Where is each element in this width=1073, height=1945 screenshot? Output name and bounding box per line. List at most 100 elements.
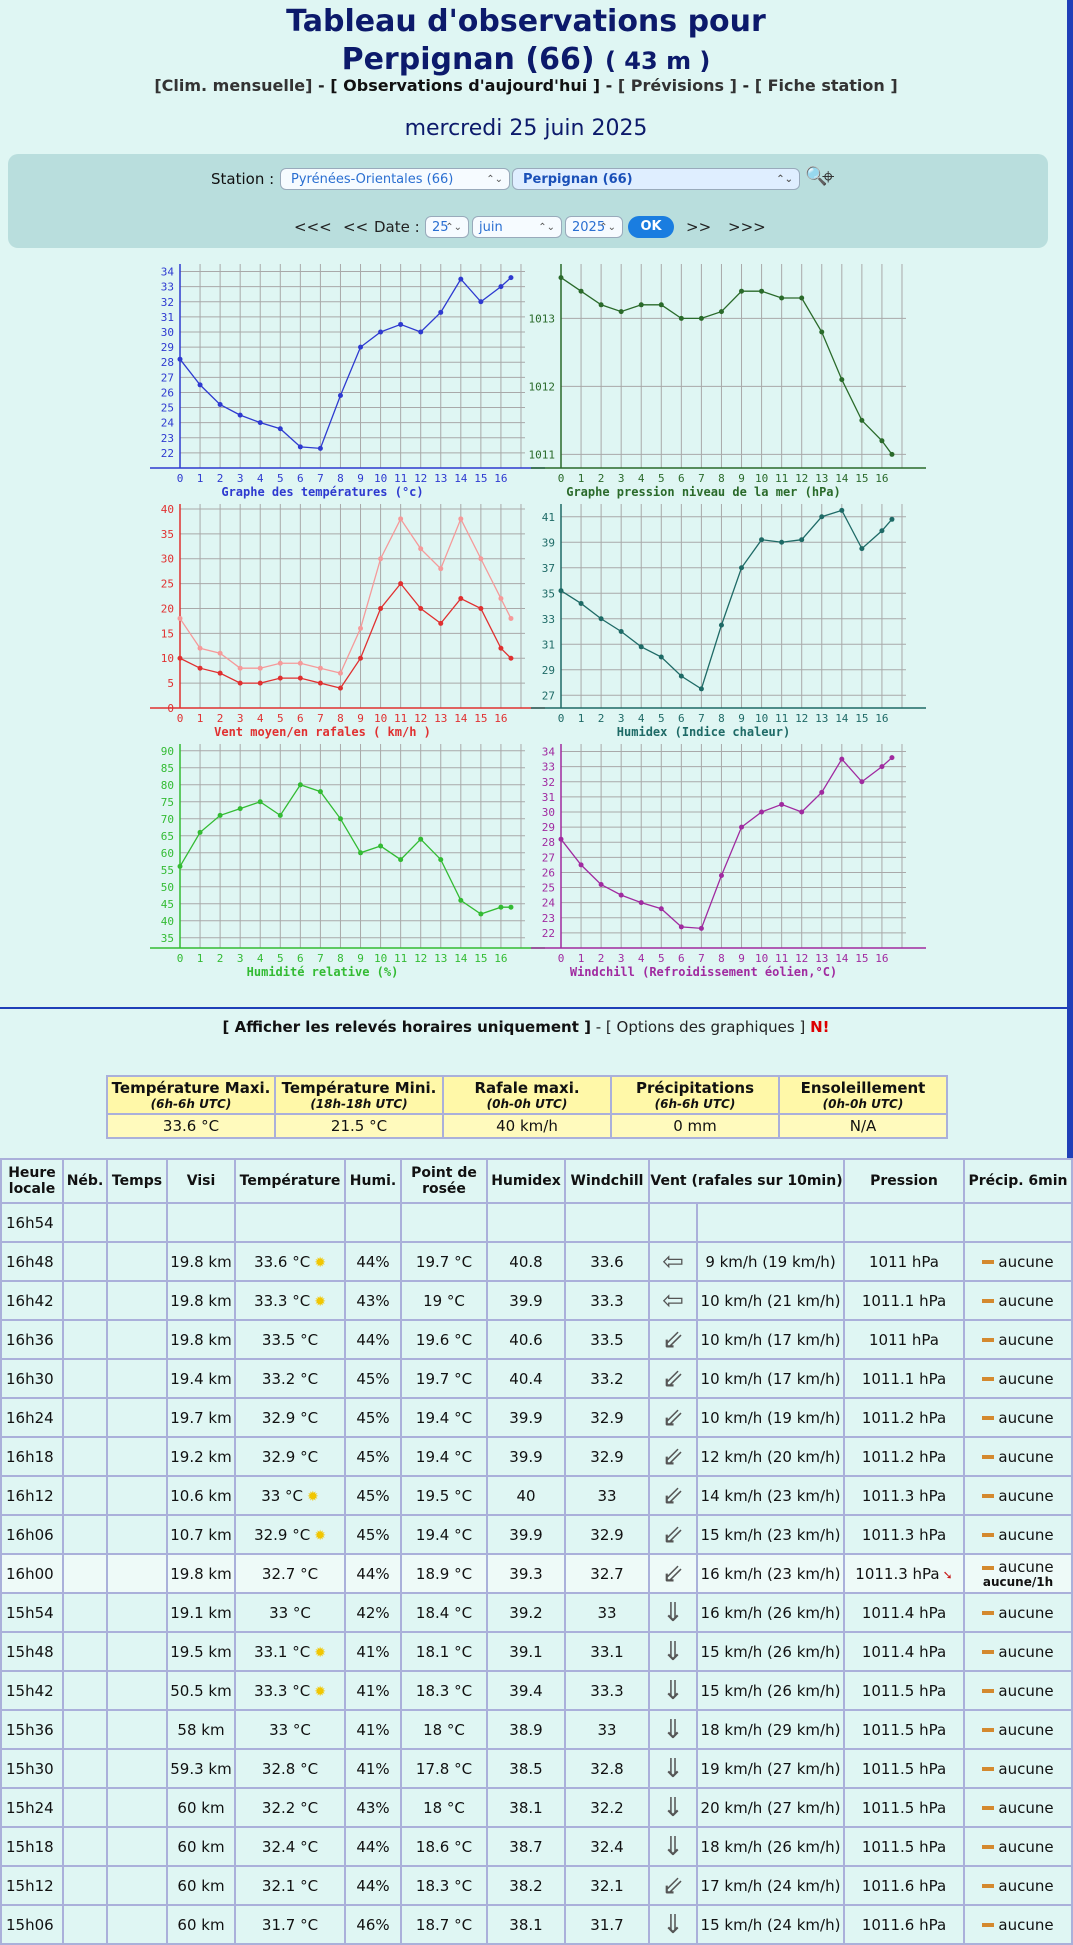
select-chevron-icon: ⌃⌄ xyxy=(776,174,793,185)
data-point xyxy=(578,600,584,606)
cell-humidex: 38.5 xyxy=(486,1748,566,1789)
precip-value: aucune xyxy=(998,1486,1054,1505)
cell-temperature: 33.2 °C xyxy=(234,1358,346,1399)
x-tick-label: 9 xyxy=(738,952,745,965)
data-point xyxy=(378,329,384,335)
no-precip-bar-icon xyxy=(982,1845,995,1849)
cell-pressure xyxy=(843,1202,965,1243)
summary-header-period: (0h-0h UTC) xyxy=(822,1097,904,1111)
link-observations[interactable]: [ Observations d'aujourd'hui ] xyxy=(330,76,601,95)
day-select[interactable]: 25 ⌃⌄ xyxy=(425,216,469,238)
cell-precipitation: aucune xyxy=(963,1397,1073,1438)
x-tick-label: 6 xyxy=(678,472,685,485)
data-point xyxy=(257,799,263,805)
no-precip-bar-icon xyxy=(982,1416,995,1420)
link-hourly-only[interactable]: [ Afficher les relevés horaires uniqueme… xyxy=(222,1018,591,1036)
table-row: 15h12 60 km 32.1 °C 44% 18.3 °C 38.2 32.1 ⇙ 17 k… xyxy=(0,1865,1073,1906)
cell-precipitation: aucune xyxy=(963,1826,1073,1867)
data-point xyxy=(799,295,805,301)
link-clim-mensuelle[interactable]: [Clim. mensuelle] xyxy=(154,76,313,95)
link-previsions[interactable]: [ Prévisions ] xyxy=(617,76,737,95)
cell-weather xyxy=(106,1904,168,1945)
cell-weather xyxy=(106,1826,168,1867)
data-point xyxy=(358,850,364,856)
link-fiche-station[interactable]: [ Fiche station ] xyxy=(754,76,898,95)
data-point xyxy=(839,507,845,513)
data-point xyxy=(177,655,183,661)
ok-button[interactable]: OK xyxy=(628,216,674,238)
nav-prev[interactable]: << xyxy=(343,218,369,236)
table-row: 16h30 19.4 km 33.2 °C 45% 19.7 °C 40.4 33.2 ⇙ 10… xyxy=(0,1358,1073,1399)
cell-temperature: 33.5 °C xyxy=(234,1319,346,1360)
summary-header-period: (6h-6h UTC) xyxy=(654,1097,736,1111)
cell-dewpoint: 18.6 °C xyxy=(400,1826,488,1867)
data-point xyxy=(879,764,885,770)
locate-crosshair-icon[interactable]: ⌖ xyxy=(822,165,835,190)
data-point xyxy=(317,680,323,686)
x-tick-label: 8 xyxy=(718,472,725,485)
x-tick-label: 4 xyxy=(638,472,645,485)
y-tick-label: 41 xyxy=(542,511,555,524)
page-title: Tableau d'observations pour xyxy=(286,4,766,39)
cell-weather xyxy=(106,1631,168,1672)
data-point xyxy=(197,829,203,835)
cell-visibility: 19.2 km xyxy=(166,1436,236,1477)
y-tick-label: 60 xyxy=(161,847,174,860)
data-point xyxy=(458,596,464,602)
cell-wind xyxy=(696,1202,845,1243)
cell-nebulosity xyxy=(62,1475,108,1516)
date-label: Date : xyxy=(374,218,420,236)
nav-next[interactable]: >> xyxy=(686,218,712,236)
summary-header: Température Maxi. (6h-6h UTC) xyxy=(106,1075,276,1115)
data-point xyxy=(508,655,514,661)
table-row: 16h06 10.7 km 32.9 °C ✹ 45% 19.4 °C 39.9 32.9 ⇙ 1… xyxy=(0,1514,1073,1555)
data-point xyxy=(658,906,664,912)
x-tick-label: 13 xyxy=(434,472,447,485)
department-select[interactable]: Pyrénées-Orientales (66) ⌃⌄ xyxy=(280,168,510,190)
cell-pressure: 1011.3 hPa ➘ xyxy=(843,1553,965,1594)
cell-temperature xyxy=(234,1202,346,1243)
cell-pressure: 1011.5 hPa xyxy=(843,1670,965,1711)
data-point xyxy=(678,924,684,930)
wind-direction-arrow-icon: ⇙ xyxy=(662,1363,684,1394)
cell-wind-direction: ⇙ xyxy=(648,1475,698,1516)
cell-nebulosity xyxy=(62,1358,108,1399)
x-tick-label: 10 xyxy=(374,472,387,485)
cell-precipitation: aucune xyxy=(963,1865,1073,1906)
x-tick-label: 16 xyxy=(494,472,507,485)
data-point xyxy=(618,629,624,634)
y-tick-label: 33 xyxy=(161,281,174,294)
x-tick-label: 12 xyxy=(414,472,427,485)
no-precip-bar-icon xyxy=(982,1565,995,1570)
chart-wind: 4035302520151050012345678910111213141516… xyxy=(150,503,545,739)
cell-humidex: 38.1 xyxy=(486,1787,566,1828)
wind-direction-arrow-icon: ⇙ xyxy=(662,1558,684,1589)
station-select[interactable]: Perpignan (66) ⌃⌄ xyxy=(512,168,800,190)
cell-wind: 10 km/h (17 km/h) xyxy=(696,1358,845,1399)
cell-humidex: 40 xyxy=(486,1475,566,1516)
x-tick-label: 11 xyxy=(394,472,407,485)
data-point xyxy=(378,556,384,562)
year-select[interactable]: 2025 ⌃⌄ xyxy=(565,216,623,238)
data-point xyxy=(277,660,283,666)
department-select-value: Pyrénées-Orientales (66) xyxy=(291,172,454,187)
data-point xyxy=(598,616,604,622)
cell-wind-direction: ⇙ xyxy=(648,1865,698,1906)
month-select[interactable]: juin ⌃⌄ xyxy=(472,216,562,238)
cell-wind-direction: ⇙ xyxy=(648,1397,698,1438)
search-icon[interactable]: 🔍 xyxy=(805,166,828,187)
data-point xyxy=(889,516,895,522)
nav-sep: - xyxy=(312,76,331,95)
cell-dewpoint: 18.3 °C xyxy=(400,1865,488,1906)
data-point xyxy=(718,872,724,878)
nav-first[interactable]: <<< xyxy=(294,218,332,236)
precip-value: aucune xyxy=(998,1330,1054,1349)
cell-time: 16h54 xyxy=(0,1202,64,1243)
nav-last[interactable]: >>> xyxy=(728,218,766,236)
precip-value: aucune xyxy=(998,1252,1054,1271)
link-chart-options[interactable]: [ Options des graphiques ] xyxy=(605,1018,806,1036)
data-point xyxy=(398,581,404,587)
x-tick-label: 15 xyxy=(855,952,868,965)
